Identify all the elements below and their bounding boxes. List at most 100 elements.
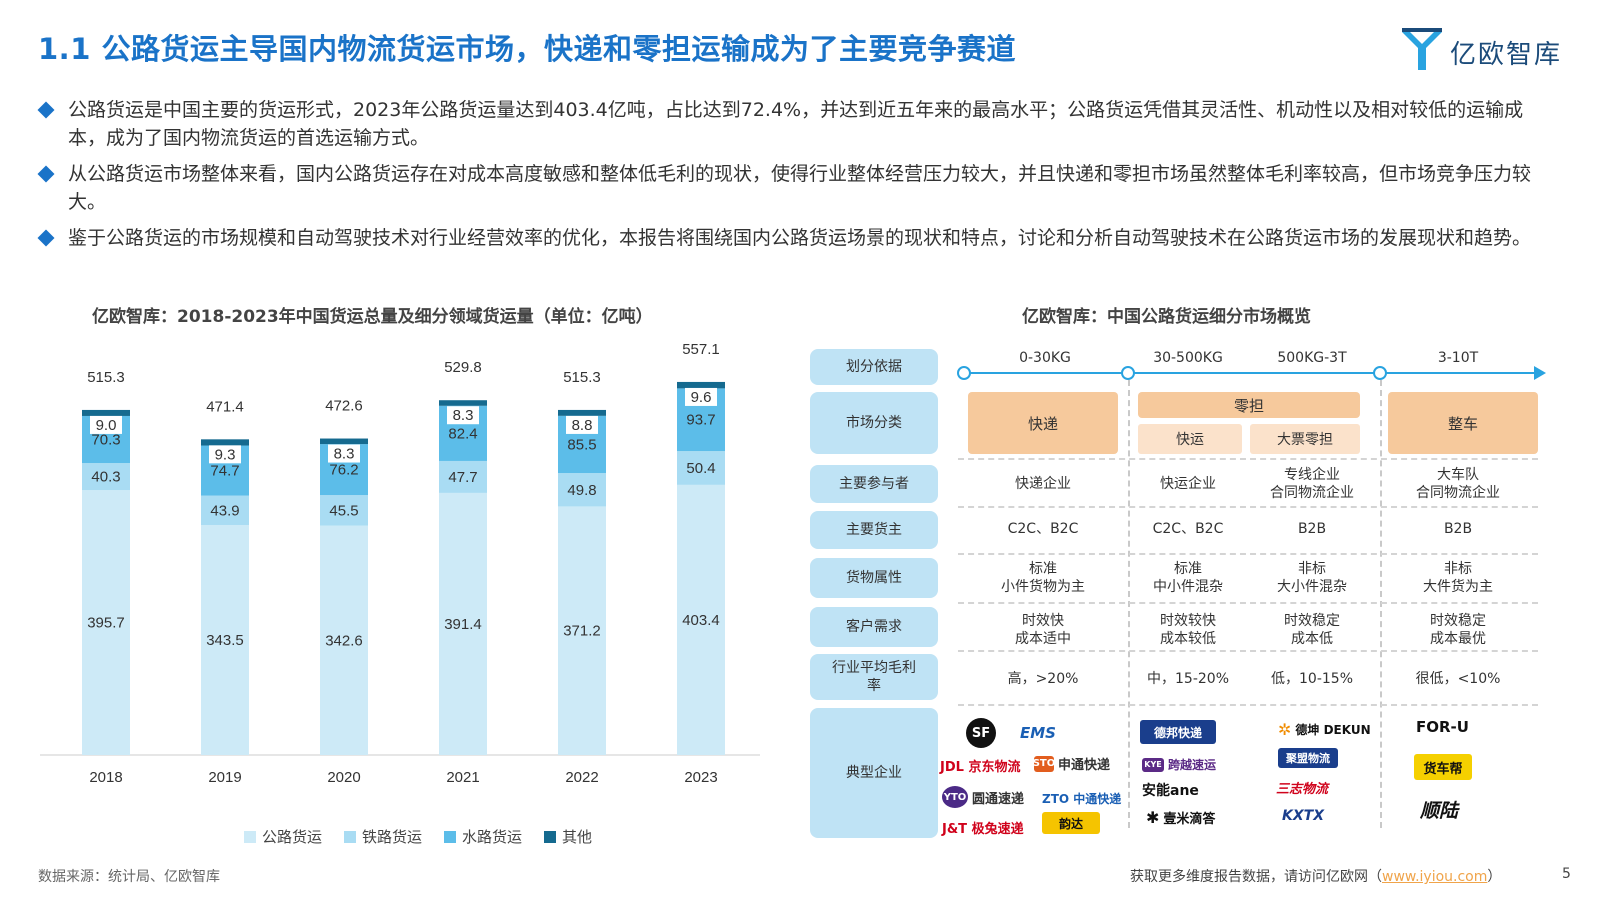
huochebang-logo-icon: 货车帮	[1414, 754, 1472, 780]
legend-item: 其他	[544, 826, 592, 847]
row-divider	[958, 650, 1538, 652]
bullet-text: 公路货运是中国主要的货运形式，2023年公路货运量达到403.4亿吨，占比达到7…	[68, 99, 1524, 149]
cargo-express: 标准 小件货物为主	[1001, 561, 1085, 595]
label-box	[209, 445, 241, 464]
legend-item: 铁路货运	[344, 826, 422, 847]
company-sf: SF	[966, 718, 996, 748]
row-label-category: 市场分类	[810, 392, 938, 454]
diamond-bullet-icon	[37, 165, 55, 183]
legend-item: 水路货运	[444, 826, 522, 847]
kye-logo-icon: KYE	[1142, 757, 1164, 772]
bullet-item: 公路货运是中国主要的货运形式，2023年公路货运量达到403.4亿吨，占比达到7…	[37, 96, 1560, 152]
row-divider	[958, 458, 1538, 460]
company-jumeng: 聚盟物流	[1278, 748, 1338, 768]
bar-segment-1	[320, 525, 368, 755]
legend-swatch	[344, 830, 357, 843]
sf-logo-icon: SF	[966, 718, 996, 748]
arrow-right-icon	[1534, 366, 1546, 380]
right-chart-title: 亿欧智库：中国公路货运细分市场概览	[1022, 307, 1311, 327]
label-box	[90, 415, 122, 434]
bullet-item: 从公路货运市场整体来看，国内公路货运存在对成本高度敏感和整体低毛利的现状，使得行…	[37, 160, 1560, 216]
participants-ftl: 大车队 合同物流企业	[1416, 467, 1500, 501]
left-chart-title: 亿欧智库：2018-2023年中国货运总量及细分领域货运量（单位：亿吨）	[92, 307, 653, 327]
total-label: 472.6	[325, 398, 363, 415]
data-label: 9.0	[96, 417, 117, 434]
data-label: 8.3	[334, 446, 355, 463]
data-label: 47.7	[448, 469, 477, 486]
category-express: 快递	[968, 392, 1118, 454]
data-label: 342.6	[325, 632, 363, 649]
x-tick-label: 2018	[89, 769, 122, 786]
data-label: 8.3	[453, 407, 474, 424]
company-zto: ZTO 中通快递	[1042, 792, 1122, 806]
label-box	[685, 387, 717, 406]
total-label: 557.1	[682, 341, 720, 358]
x-tick-label: 2019	[208, 769, 241, 786]
company-deppon: 德邦快递	[1140, 720, 1216, 744]
data-label: 8.8	[572, 417, 593, 434]
demand-express: 时效快 成本适中	[1015, 613, 1071, 647]
legend-swatch	[444, 830, 457, 843]
bar-segment-1	[201, 524, 249, 755]
weight-timeline	[958, 372, 1538, 374]
bar-segment-4	[82, 409, 130, 416]
company-kxtx: KXTX	[1282, 808, 1324, 824]
diamond-bullet-icon	[37, 101, 55, 119]
bar-segment-4	[320, 438, 368, 445]
chart-legend: 公路货运 铁路货运 水路货运 其他	[244, 826, 592, 847]
data-source: 数据来源：统计局、亿欧智库	[38, 869, 220, 885]
bar-segment-1	[82, 490, 130, 755]
label-box	[566, 415, 598, 434]
iyiou-link[interactable]: www.iyiou.com	[1382, 869, 1488, 885]
bullet-text: 从公路货运市场整体来看，国内公路货运存在对成本高度敏感和整体低毛利的现状，使得行…	[68, 163, 1532, 213]
data-label: 45.5	[329, 502, 358, 519]
demand-ltl-bulk: 时效稳定 成本低	[1284, 613, 1340, 647]
bullet-item: 鉴于公路货运的市场规模和自动驾驶技术对行业经营效率的优化，本报告将围绕国内公路货…	[37, 224, 1560, 252]
data-label: 391.4	[444, 616, 482, 633]
deppon-logo-icon: 德邦快递	[1140, 720, 1216, 744]
legend-swatch	[244, 830, 256, 843]
bar-segment-2	[439, 460, 487, 493]
data-label: 85.5	[567, 436, 596, 453]
category-ftl: 整车	[1388, 392, 1538, 454]
jumeng-logo-icon: 聚盟物流	[1278, 748, 1338, 768]
sto-logo-icon: STO	[1033, 755, 1055, 772]
bar-segment-4	[677, 381, 725, 389]
margin-ltl-fast: 中，15-20%	[1147, 671, 1229, 687]
x-tick-label: 2023	[684, 769, 717, 786]
brand-logo: 亿欧智库	[1398, 24, 1578, 76]
company-huochebang: 货车帮	[1414, 754, 1472, 780]
row-label-cargo: 货物属性	[810, 558, 938, 598]
legend-label: 水路货运	[462, 828, 523, 846]
category-ltl-fast: 快运	[1138, 424, 1242, 454]
total-label: 471.4	[206, 398, 244, 415]
data-label: 343.5	[206, 632, 244, 649]
timeline-label: 0-30KG	[1019, 350, 1071, 366]
row-label-participants: 主要参与者	[810, 465, 938, 503]
data-label: 403.4	[682, 612, 720, 629]
row-divider	[958, 553, 1538, 555]
participants-ltl-bulk: 专线企业 合同物流企业	[1270, 467, 1354, 501]
data-label: 371.2	[563, 623, 601, 640]
company-ems: EMS	[1020, 724, 1056, 742]
data-label: 40.3	[91, 469, 120, 486]
company-yimidida: ✱ 壹米滴答	[1146, 808, 1216, 827]
yto-logo-icon: YTO	[942, 786, 968, 808]
timeline-label: 500KG-3T	[1277, 350, 1347, 366]
bar-segment-4	[439, 400, 487, 406]
participants-ltl-fast: 快运企业	[1160, 476, 1216, 492]
margin-ftl: 很低，<10%	[1415, 671, 1501, 687]
demand-ltl-fast: 时效较快 成本较低	[1160, 613, 1216, 647]
margin-express: 高，>20%	[1007, 671, 1079, 687]
timeline-dot	[957, 366, 971, 380]
diamond-bullet-icon	[37, 229, 55, 247]
x-tick-label: 2021	[446, 769, 479, 786]
company-shunlu: 顺陆	[1420, 800, 1459, 822]
data-label: 76.2	[329, 462, 358, 479]
cargo-ltl-fast: 标准 中小件混杂	[1153, 561, 1223, 595]
data-label: 49.8	[567, 482, 596, 499]
total-label: 529.8	[444, 359, 482, 376]
total-label: 515.3	[563, 369, 601, 386]
company-yto: YTO 圆通速递	[942, 786, 1024, 808]
row-label-basis: 划分依据	[810, 349, 938, 385]
